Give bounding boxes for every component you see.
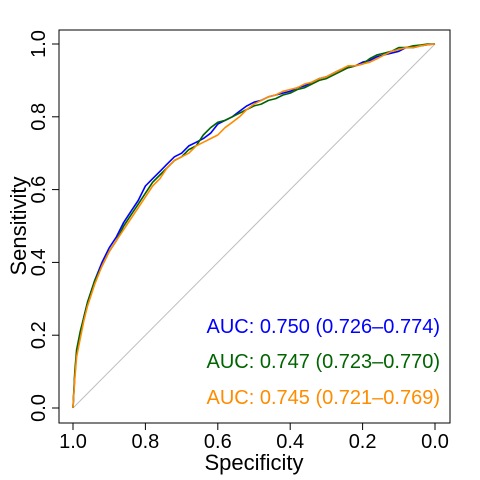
roc-curve-series-3 <box>72 43 436 409</box>
reference-layer <box>72 43 436 409</box>
x-axis: 1.0 0.8 0.6 0.4 0.2 0.0 <box>59 422 449 453</box>
x-tick-label: 0.8 <box>131 431 159 453</box>
x-tick-label: 1.0 <box>59 431 87 453</box>
y-tick-label: 1.0 <box>28 30 50 58</box>
series-layer <box>72 43 436 409</box>
x-tick-label: 0.4 <box>276 431 304 453</box>
y-axis-title: Sensitivity <box>6 176 31 275</box>
reference-diagonal-line <box>72 43 436 409</box>
y-tick-label: 0.8 <box>28 103 50 131</box>
auc-label-series-2: AUC: 0.747 (0.723–0.770) <box>207 351 441 373</box>
roc-curve-series-1 <box>72 43 436 409</box>
y-tick-label: 0.0 <box>28 394 50 422</box>
x-axis-title: Specificity <box>204 450 303 475</box>
x-tick-label: 0.0 <box>421 431 449 453</box>
x-tick-label: 0.2 <box>349 431 377 453</box>
y-tick-label: 0.2 <box>28 321 50 349</box>
auc-label-series-1: AUC: 0.750 (0.726–0.774) <box>207 316 441 338</box>
y-axis: 0.0 0.2 0.4 0.6 0.8 1.0 <box>28 30 60 422</box>
y-tick-label: 0.4 <box>28 248 50 276</box>
auc-legend: AUC: 0.750 (0.726–0.774) AUC: 0.747 (0.72… <box>207 316 441 409</box>
auc-label-series-3: AUC: 0.745 (0.721–0.769) <box>207 387 441 409</box>
x-tick-label: 0.6 <box>204 431 232 453</box>
y-tick-label: 0.6 <box>28 176 50 204</box>
